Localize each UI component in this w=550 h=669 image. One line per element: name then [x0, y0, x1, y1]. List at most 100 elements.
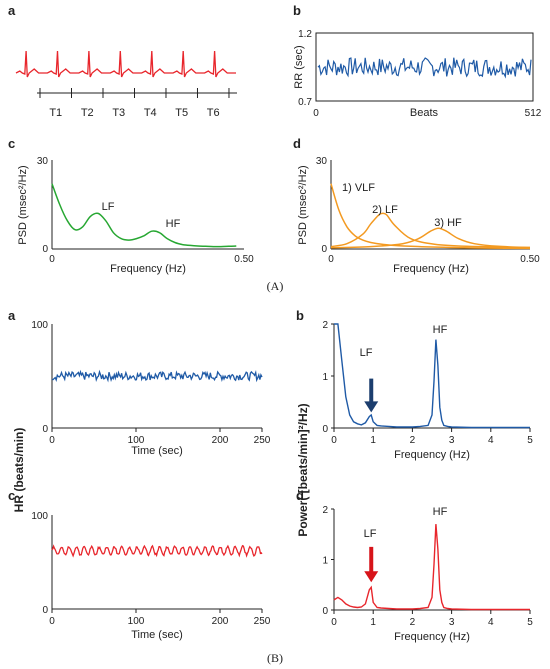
- power-blue-xtick-label: 3: [449, 435, 455, 446]
- hr-red-line: [51, 544, 263, 558]
- panel-label-Ab: b: [293, 3, 301, 18]
- ecg-interval-label: T4: [144, 107, 157, 119]
- hr-blue-xtick-label: 100: [128, 435, 145, 446]
- power-blue-xtick-label: 1: [370, 435, 376, 446]
- ecg-interval-label: T3: [112, 107, 125, 119]
- psd-green-xlabel: Frequency (Hz): [110, 263, 186, 275]
- psd-green-xtick-050: 0.50: [234, 254, 254, 265]
- power-red-xtick-label: 3: [449, 617, 455, 628]
- section-label-B: (B): [267, 651, 283, 665]
- rr-ylabel: RR (sec): [293, 45, 305, 88]
- power-red-ytick-label: 0: [322, 606, 328, 617]
- power-red-line: [333, 524, 530, 611]
- power-red-annotation-hf: HF: [433, 506, 448, 518]
- hr-blue-ytick-0: 0: [42, 424, 48, 435]
- psd-orange-annotation-hf: 3) HF: [434, 217, 462, 229]
- panel-ecg: T1 T2 T3 T4 T5 T6: [15, 50, 237, 119]
- shared-ylabel-power: Power( [beats/min]²/Hz): [296, 403, 310, 536]
- shared-ylabel-hr: HR (beats/min): [12, 428, 26, 513]
- panel-label-Aa: a: [8, 3, 16, 18]
- power-red-lf-arrow: [364, 546, 379, 583]
- power-blue-xtick-label: 0: [331, 435, 337, 446]
- psd-green-annotation-lf: LF: [102, 201, 115, 213]
- power-blue-xtick-label: 2: [410, 435, 416, 446]
- power-blue-xtick-label: 5: [527, 435, 533, 446]
- panel-hr-blue: 0 100 200 250 100 0 Time (sec): [31, 320, 270, 457]
- psd-orange-annotation-lf: 2) LF: [372, 204, 398, 216]
- psd-green-ytick-top: 30: [37, 156, 49, 167]
- power-blue-xlabel: Frequency (Hz): [394, 449, 470, 461]
- power-red-xtick-label: 5: [527, 617, 533, 628]
- hr-red-ytick-0: 0: [42, 605, 48, 616]
- ecg-interval-label: T2: [81, 107, 94, 119]
- psd-green-xtick-0: 0: [49, 254, 55, 265]
- power-red-ytick-label: 2: [322, 505, 328, 516]
- rr-ytick-bottom: 0.7: [298, 97, 312, 108]
- panel-psd-orange: 30 0 0 0.50 Frequency (Hz) PSD (msec²/Hz…: [297, 156, 540, 275]
- hr-blue-ytick-100: 100: [31, 320, 48, 331]
- panel-label-Ba: a: [8, 308, 16, 323]
- arrow-head: [364, 401, 379, 413]
- rr-xlabel: Beats: [410, 107, 439, 119]
- hr-blue-xtick-label: 200: [212, 435, 229, 446]
- psd-green-ylabel: PSD (msec²/Hz): [17, 165, 29, 244]
- rr-series-line: [317, 57, 532, 79]
- hr-red-xtick-label: 250: [254, 616, 271, 627]
- power-blue-lf-arrow: [364, 378, 379, 413]
- psd-orange-xtick-050: 0.50: [520, 254, 540, 265]
- panel-label-Bc: c: [8, 488, 15, 503]
- psd-orange-ylabel: PSD (msec²/Hz): [297, 165, 309, 244]
- power-red-xtick-label: 0: [331, 617, 337, 628]
- hr-red-xtick-label: 200: [212, 616, 229, 627]
- rr-ytick-top: 1.2: [298, 29, 312, 40]
- panel-label-Bd: d: [296, 488, 304, 503]
- panel-label-Bb: b: [296, 308, 304, 323]
- psd-orange-series-hf: [330, 227, 531, 249]
- psd-orange-xtick-0: 0: [328, 254, 334, 265]
- panel-hr-red: 0 100 200 250 100 0 Time (sec): [31, 511, 270, 641]
- psd-orange-series-vlf: [330, 183, 531, 250]
- section-label-A: (A): [267, 279, 284, 293]
- psd-green-line: [51, 183, 237, 248]
- rr-frame: [315, 32, 534, 102]
- psd-orange-ytick-bottom: 0: [321, 244, 327, 255]
- psd-orange-xlabel: Frequency (Hz): [393, 263, 469, 275]
- ecg-trace: [15, 50, 236, 78]
- hr-blue-xlabel: Time (sec): [131, 445, 183, 457]
- ecg-interval-label: T6: [207, 107, 220, 119]
- panel-psd-green: 30 0 0 0.50 Frequency (Hz) PSD (msec²/Hz…: [17, 156, 254, 275]
- power-red-xlabel: Frequency (Hz): [394, 631, 470, 643]
- psd-green-ytick-bottom: 0: [42, 244, 48, 255]
- arrow-head: [364, 571, 379, 583]
- hr-blue-xtick-label: 0: [49, 435, 55, 446]
- ecg-interval-label: T1: [49, 107, 62, 119]
- ecg-interval-label: T5: [175, 107, 188, 119]
- psd-orange-series-lf: [330, 212, 531, 249]
- power-blue-annotation-lf: LF: [360, 347, 373, 359]
- panel-label-Ac: c: [8, 136, 15, 151]
- hr-blue-line: [51, 369, 263, 383]
- hr-red-xtick-label: 100: [128, 616, 145, 627]
- hr-red-xtick-label: 0: [49, 616, 55, 627]
- power-red-ytick-label: 1: [322, 556, 328, 567]
- hr-red-ytick-100: 100: [31, 511, 48, 522]
- power-red-xtick-label: 1: [370, 617, 376, 628]
- panel-power-red: 0 1 2 3 4 5 0 1 2 Frequency (Hz) LF HF: [322, 505, 533, 643]
- power-blue-ytick-label: 0: [322, 424, 328, 435]
- power-blue-ytick-label: 2: [322, 320, 328, 331]
- power-blue-line: [334, 323, 530, 429]
- psd-green-annotation-hf: HF: [166, 218, 181, 230]
- power-red-xtick-label: 4: [488, 617, 494, 628]
- rr-xtick-512: 512: [525, 108, 542, 119]
- power-blue-annotation-hf: HF: [433, 324, 448, 336]
- power-red-annotation-lf: LF: [364, 528, 377, 540]
- power-blue-xtick-label: 4: [488, 435, 494, 446]
- hr-blue-xtick-label: 250: [254, 435, 271, 446]
- panel-rr: 1.2 0.7 0 512 Beats RR (sec): [293, 29, 542, 119]
- power-red-xtick-label: 2: [410, 617, 416, 628]
- psd-orange-ytick-top: 30: [316, 156, 328, 167]
- power-blue-ytick-label: 1: [322, 372, 328, 383]
- hr-red-xlabel: Time (sec): [131, 629, 183, 641]
- rr-xtick-0: 0: [313, 108, 319, 119]
